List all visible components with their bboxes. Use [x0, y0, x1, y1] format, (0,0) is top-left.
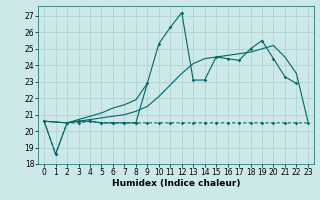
X-axis label: Humidex (Indice chaleur): Humidex (Indice chaleur) [112, 179, 240, 188]
